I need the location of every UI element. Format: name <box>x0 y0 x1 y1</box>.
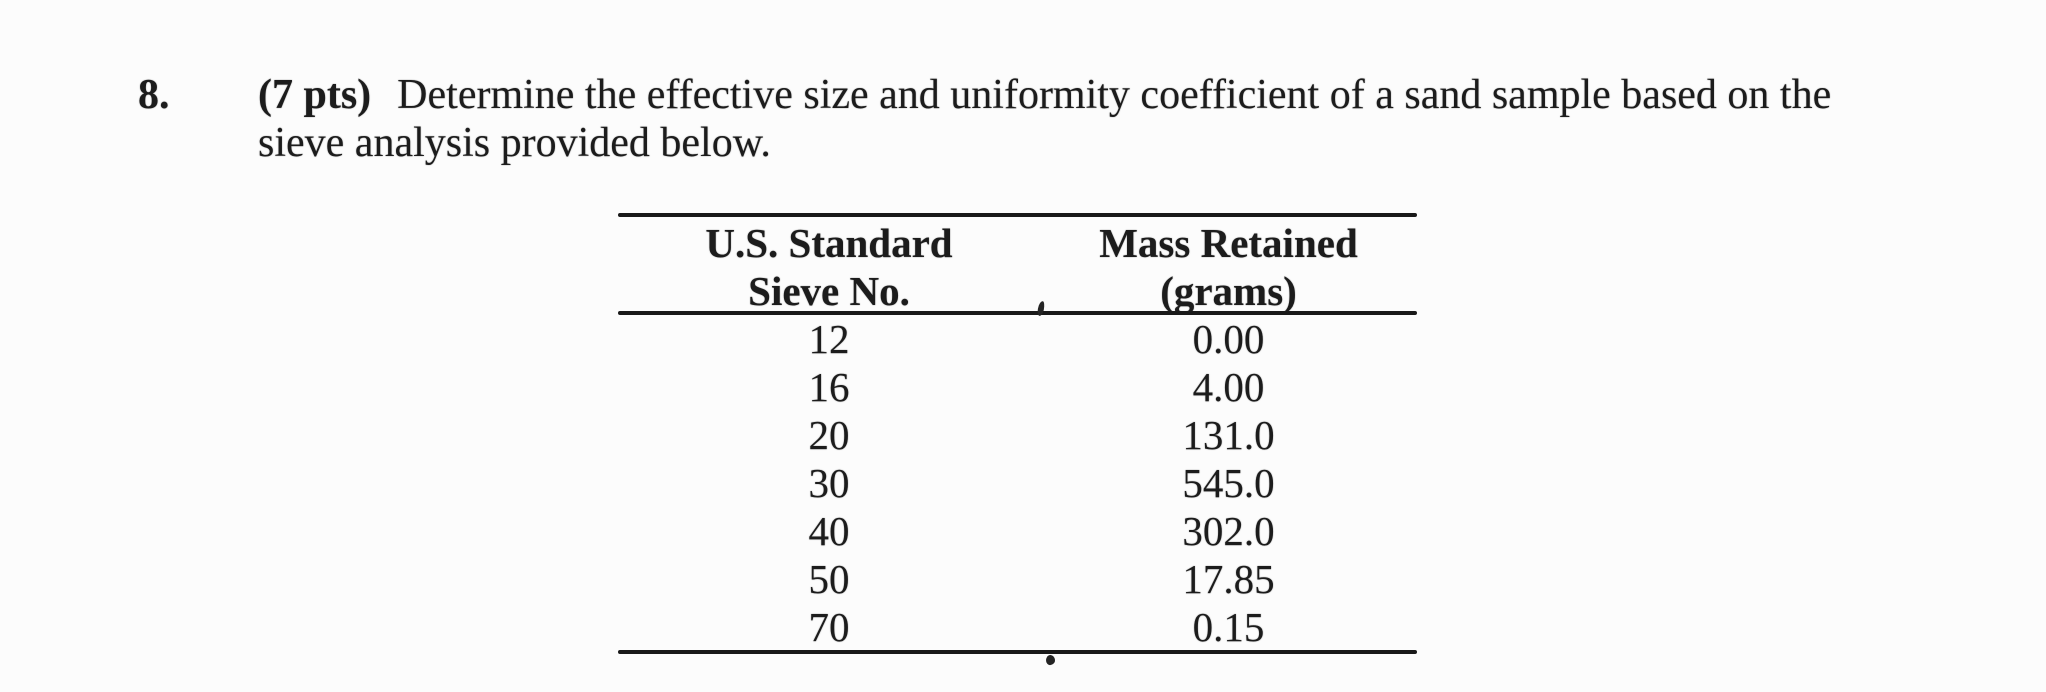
col1-header-line-2: Sieve No. <box>748 268 910 314</box>
table-row: 16 4.00 <box>618 363 1417 411</box>
table-header-row-2: Sieve No. (grams) <box>618 267 1417 315</box>
question-line-1: (7 pts) Determine the effective size and … <box>258 71 1831 119</box>
col2-header-line-1: Mass Retained <box>1099 220 1358 266</box>
question-number: 8. <box>138 72 170 118</box>
mass-retained-cell: 0.15 <box>1192 604 1265 650</box>
table-row: 70 0.15 <box>618 603 1417 651</box>
sieve-no-cell: 12 <box>808 316 850 362</box>
question-sentence-part-1: Determine the effective size and uniform… <box>397 72 1832 118</box>
sieve-no-cell: 40 <box>808 508 850 554</box>
ink-speck <box>1045 654 1056 666</box>
sieve-no-cell: 20 <box>808 412 850 458</box>
table-row: 20 131.0 <box>618 411 1417 459</box>
table-row: 50 17.85 <box>618 555 1417 603</box>
table-row: 12 0.00 <box>618 315 1417 363</box>
mass-retained-cell: 131.0 <box>1182 412 1275 458</box>
mass-retained-cell: 0.00 <box>1192 316 1265 362</box>
col1-header-line-1: U.S. Standard <box>705 220 953 266</box>
table-header-rule <box>618 311 1417 315</box>
sieve-no-cell: 70 <box>808 604 850 650</box>
table-header-row-1: U.S. Standard Mass Retained <box>618 219 1417 267</box>
table-row: 40 302.0 <box>618 507 1417 555</box>
sieve-no-cell: 50 <box>808 556 850 602</box>
table-header: U.S. Standard Mass Retained Sieve No. (g… <box>618 219 1417 315</box>
points-label: (7 pts) <box>258 72 372 118</box>
table-body: 12 0.00 16 4.00 20 131.0 30 545.0 40 302… <box>618 315 1417 650</box>
question-line-2: sieve analysis provided below. <box>258 120 771 166</box>
mass-retained-cell: 302.0 <box>1182 508 1275 554</box>
mass-retained-cell: 4.00 <box>1192 364 1265 410</box>
sieve-analysis-table: U.S. Standard Mass Retained Sieve No. (g… <box>618 213 1417 666</box>
question-text: (7 pts) Determine the effective size and … <box>258 71 1831 167</box>
sieve-no-cell: 16 <box>808 364 850 410</box>
col2-header-line-2: (grams) <box>1160 268 1297 314</box>
table-bottom-rule <box>618 650 1417 654</box>
table-row: 30 545.0 <box>618 459 1417 507</box>
mass-retained-cell: 545.0 <box>1182 460 1275 506</box>
mass-retained-cell: 17.85 <box>1182 556 1275 602</box>
sieve-no-cell: 30 <box>808 460 850 506</box>
question-block: 8. (7 pts) Determine the effective size a… <box>138 71 1831 167</box>
table-top-rule <box>618 213 1417 217</box>
